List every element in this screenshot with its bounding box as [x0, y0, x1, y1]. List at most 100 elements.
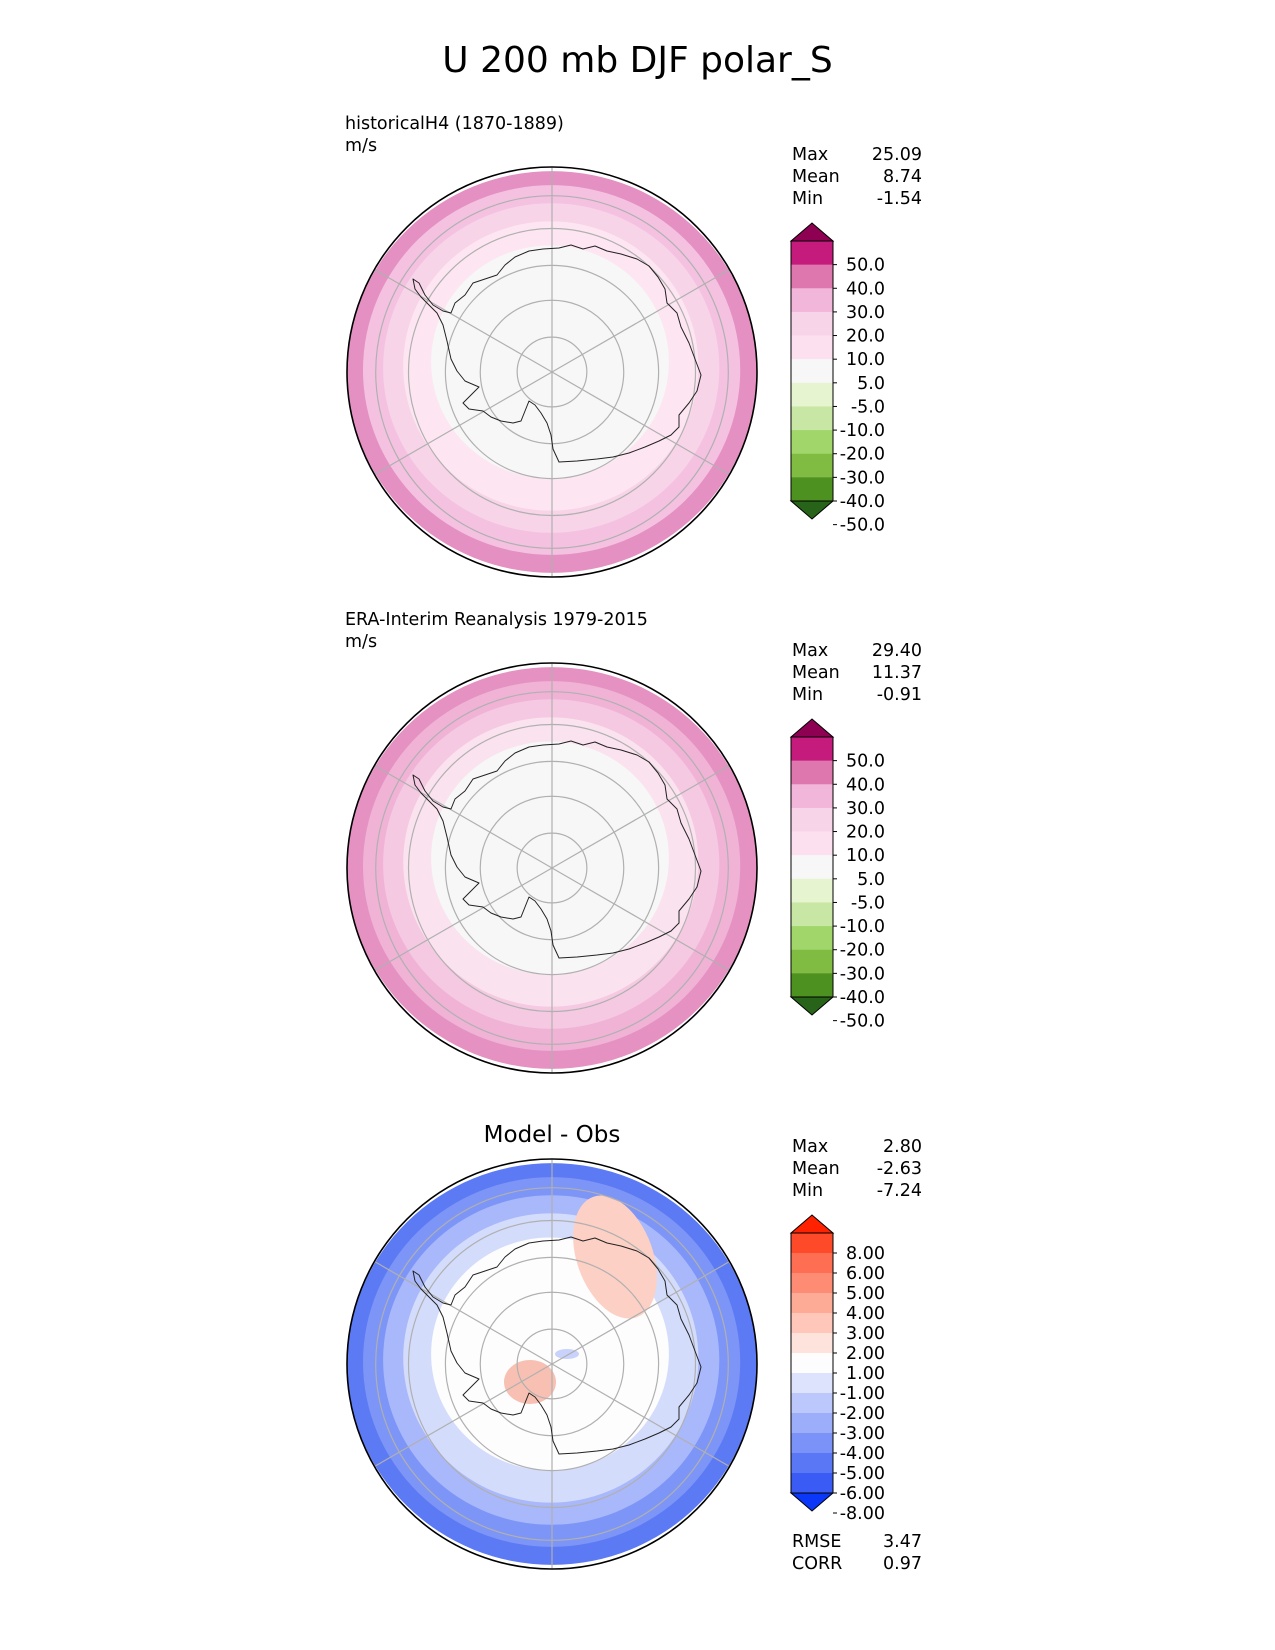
panel-3-colorbar: 8.006.005.004.003.002.001.00-1.00-2.00-3… [789, 1214, 885, 1524]
panel-3-footer-stats: RMSE 3.47 CORR 0.97 [792, 1531, 922, 1575]
panel-3-stats: Max 2.80 Mean -2.63 Min -7.24 [792, 1136, 922, 1202]
panel-2-colorbar: 50.0 40.0 30.0 20.0 10.0 5.0 -5.0 -10.0 -20.0 -30… [789, 718, 885, 1032]
stat-value: -1.54 [876, 189, 922, 209]
colorbar-frame [790, 240, 834, 502]
colorbar-tick-label: -10.0 [840, 421, 885, 441]
panel-1-stat-mean: Mean 8.74 [792, 166, 922, 188]
panel-2-units: m/s [345, 632, 378, 652]
colorbar-tick-label: 2.00 [846, 1344, 885, 1364]
colorbar-tick-label: 5.0 [857, 374, 885, 394]
meridian-line [551, 371, 730, 476]
meridian-line [551, 764, 730, 869]
colorbar-segment [791, 359, 833, 384]
colorbar-tick-label: 30.0 [846, 799, 885, 819]
colorbar-extend-max [789, 718, 835, 738]
colorbar-tick-label: 5.0 [857, 870, 885, 890]
colorbar-tick-label: -50.0 [840, 1012, 885, 1032]
colorbar-tick-label: -20.0 [840, 941, 885, 961]
colorbar-segment [791, 1473, 833, 1494]
colorbar-tick-label: -2.00 [840, 1404, 885, 1424]
panel-1-title-line-1: historicalH4 (1870-1889) [345, 114, 564, 134]
antarctica-coastline [412, 1236, 702, 1455]
colorbar-tick-label: 4.00 [846, 1304, 885, 1324]
field-fill [347, 1159, 757, 1569]
stat-label: Min [792, 1181, 824, 1201]
colorbar-segment [791, 1453, 833, 1474]
meridian-line [374, 867, 553, 972]
stat-value: 29.40 [871, 641, 922, 661]
colorbar-extend-max [789, 222, 835, 242]
graticule [374, 167, 730, 577]
colorbar-segment [791, 1273, 833, 1294]
colorbar-tick-label: 10.0 [846, 846, 885, 866]
colorbar-extend-max [789, 1214, 835, 1234]
colorbar-tick-label: 20.0 [846, 823, 885, 843]
rmse-stat: RMSE 3.47 [792, 1531, 922, 1553]
colorbar-tick-label: -40.0 [840, 492, 885, 512]
colorbar-segment [791, 311, 833, 337]
colorbar-tick-label: 40.0 [846, 775, 885, 795]
panel-1-stats: Max 25.09 Mean 8.74 Min -1.54 [792, 144, 922, 210]
colorbar-tick-label: 5.00 [846, 1284, 885, 1304]
map-boundary [346, 166, 758, 578]
stat-label: Min [792, 189, 824, 209]
colorbar-segment [791, 760, 833, 785]
colorbar-tick-label: 50.0 [846, 256, 885, 276]
colorbar-tick-label: 10.0 [846, 350, 885, 370]
antarctica-coastline [412, 740, 702, 959]
panel-2-stats: Max 29.40 Mean 11.37 Min -0.91 [792, 640, 922, 706]
contour-band [431, 741, 669, 975]
panel-3-stat-max: Max 2.80 [792, 1136, 922, 1158]
meridian-line [374, 764, 553, 869]
colorbar-tick-label: 40.0 [846, 279, 885, 299]
colorbar-segment [791, 855, 833, 880]
colorbar-extend-min [789, 996, 835, 1016]
colorbar-segment [791, 241, 833, 266]
stat-label: Mean [792, 1159, 840, 1179]
meridian-line [551, 867, 730, 972]
colorbar-segment [791, 1313, 833, 1334]
panel-2-title-line-1: ERA-Interim Reanalysis 1979-2015 [345, 610, 648, 630]
graticule [374, 1159, 730, 1569]
field-fill [347, 663, 757, 1073]
panel-1-colorbar: 50.0 40.0 30.0 20.0 10.0 5.0 -5.0 -10.0 -20.0 -30… [789, 222, 885, 536]
stat-value: 25.09 [871, 145, 922, 165]
stat-value: -2.63 [876, 1159, 922, 1179]
panel-2-stat-mean: Mean 11.37 [792, 662, 922, 684]
colorbar-segment [791, 1393, 833, 1414]
colorbar-tick-label: -40.0 [840, 988, 885, 1008]
map-boundary [346, 1158, 758, 1570]
colorbar-tick-label: -4.00 [840, 1444, 885, 1464]
colorbar-segment [791, 406, 833, 431]
stat-label: Min [792, 685, 824, 705]
panel-2-stat-min: Min -0.91 [792, 684, 922, 706]
colorbar-tick-label: 3.00 [846, 1324, 885, 1344]
colorbar-extend-min [789, 500, 835, 520]
stat-value: 0.97 [883, 1554, 922, 1574]
panel-3-title: Model - Obs [483, 1122, 621, 1148]
colorbar-tick-label: -5.0 [851, 397, 885, 417]
corr-stat: CORR 0.97 [792, 1553, 922, 1575]
figure-title: U 200 mb DJF polar_S [442, 40, 833, 81]
stat-value: 3.47 [883, 1532, 922, 1552]
colorbar-segment [791, 878, 833, 903]
colorbar-segment [791, 831, 833, 856]
colorbar-segment [791, 453, 833, 478]
stat-value: 2.80 [883, 1137, 922, 1157]
panel-2-title: ERA-Interim Reanalysis 1979-2015 m/s [345, 609, 648, 653]
stat-value: -0.91 [876, 685, 922, 705]
colorbar-segment [791, 1353, 833, 1374]
colorbar-tick-label: -3.00 [840, 1424, 885, 1444]
panel-3-stat-min: Min -7.24 [792, 1180, 922, 1202]
colorbar-segment [791, 1253, 833, 1274]
panel-2-stat-max: Max 29.40 [792, 640, 922, 662]
stat-label: RMSE [792, 1532, 842, 1552]
colorbar-tick-label: 20.0 [846, 327, 885, 347]
colorbar-tick-label: -8.00 [840, 1504, 885, 1524]
colorbar-tick-label: 1.00 [846, 1364, 885, 1384]
stat-label: Mean [792, 663, 840, 683]
colorbar-segment [791, 807, 833, 833]
panel-1-polar-map [346, 166, 758, 578]
colorbar-segment [791, 1233, 833, 1254]
meridian-line [551, 1260, 730, 1365]
